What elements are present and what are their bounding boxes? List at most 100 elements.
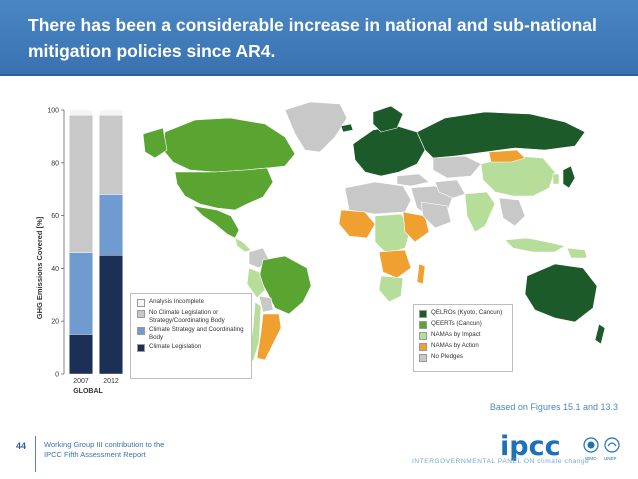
legend-label: NAMAs by Action [431, 342, 479, 349]
map-iran [434, 179, 466, 199]
legend-item-climate-strategy: Climate Strategy and Coordinating Body [137, 326, 247, 341]
map-south-central-africa [378, 249, 412, 279]
y-tick-label: 20 [51, 319, 59, 326]
map-central-america [234, 237, 252, 253]
bar-segment [69, 334, 93, 375]
legend-swatch [419, 310, 427, 318]
map-scandinavia [372, 105, 404, 133]
bar-chart-legend: Analysis Incomplete No Climate Legislati… [130, 293, 252, 379]
map-europe [352, 125, 426, 177]
bar-segment [69, 115, 93, 253]
map-usa [174, 167, 274, 211]
unep-label: UNEP [604, 456, 617, 461]
title-band: There has been a considerable increase i… [0, 0, 638, 76]
map-mexico [192, 205, 240, 239]
legend-label: No Climate Legislation or Strategy/Coord… [149, 309, 225, 324]
map-argentina [256, 313, 282, 361]
legend-swatch [419, 343, 427, 351]
x-tick-label: 2007 [73, 378, 89, 385]
map-chile [248, 301, 262, 363]
legend-swatch [419, 354, 427, 362]
map-west-africa [338, 209, 376, 239]
source-note: Based on Figures 15.1 and 13.3 [489, 402, 618, 412]
x-axis-label: GLOBAL [73, 388, 103, 395]
slide-title: There has been a considerable increase i… [28, 15, 597, 61]
y-tick-label: 40 [51, 266, 59, 273]
bars [69, 109, 123, 375]
wmo-label: WMO [585, 456, 597, 461]
legend-label: No Pledges [431, 353, 463, 360]
legend-swatch [137, 310, 145, 318]
legend-item-no-climate-legislation: No Climate Legislation or Strategy/Coord… [137, 309, 247, 324]
map-papua [566, 247, 588, 259]
page-number: 44 [16, 441, 27, 451]
map-turkey [396, 173, 430, 187]
map-alaska [142, 127, 168, 159]
bar-segment [99, 115, 123, 195]
legend-label: QELROs (Kyoto, Cancun) [431, 309, 503, 316]
legend-item-qeerts: QEERTs (Cancun) [419, 320, 508, 329]
map-india [464, 191, 496, 233]
legend-label: Analysis Incomplete [149, 298, 205, 305]
map-central-africa [374, 213, 412, 255]
map-east-africa [402, 211, 430, 243]
ipcc-tagline: INTERGOVERNMENTAL PANEL ON climate chang… [412, 458, 590, 465]
map-japan [562, 165, 576, 189]
map-bolivia [258, 295, 274, 313]
map-madagascar [416, 263, 426, 285]
legend-label: Climate Legislation [149, 343, 202, 351]
legend-label: NAMAs by Impact [431, 331, 481, 338]
map-greenland [284, 101, 348, 153]
map-legend: QELROs (Kyoto, Cancun) QEERTs (Cancun) N… [413, 304, 513, 372]
legend-item-namas-impact: NAMAs by Impact [419, 331, 508, 340]
world-map [142, 101, 606, 363]
y-ticks: 0 20 40 60 80 100 [47, 108, 64, 379]
y-tick-label: 60 [51, 213, 59, 220]
map-south-africa [378, 275, 404, 303]
ghg-bar-chart: GHG Emissions Covered [%] 0 20 40 60 80 100 2… [35, 108, 123, 395]
map-china [480, 155, 556, 197]
x-ticks: 2007 2012 [73, 378, 119, 385]
legend-swatch [419, 321, 427, 329]
bar-segment [99, 194, 123, 256]
legend-swatch [419, 332, 427, 340]
map-arabia [420, 201, 452, 229]
legend-swatch [137, 299, 145, 307]
x-tick-label: 2012 [103, 378, 119, 385]
bar-segment [99, 109, 123, 116]
bar-segment [99, 254, 123, 375]
legend-label: QEERTs (Cancun) [431, 320, 482, 327]
footer-text: Working Group III contribution to the IP… [44, 440, 244, 460]
map-southeast-asia [498, 197, 526, 227]
footer-line-1: Working Group III contribution to the [44, 440, 165, 449]
map-kazakhstan [432, 155, 482, 179]
footer-divider [35, 436, 36, 472]
map-peru [246, 267, 266, 299]
bar-segment [69, 109, 93, 116]
y-tick-label: 80 [51, 160, 59, 167]
legend-item-no-pledges: No Pledges [419, 353, 508, 362]
map-indonesia [504, 237, 566, 253]
unep-emblem-icon [604, 437, 620, 453]
y-tick-label: 100 [47, 108, 59, 115]
map-canada [162, 117, 296, 173]
legend-swatch [137, 344, 145, 353]
map-mongolia [488, 149, 526, 163]
ipcc-logo: ipcc [500, 431, 561, 462]
y-tick-label: 0 [55, 372, 59, 379]
legend-item-climate-legislation: Climate Legislation [137, 343, 247, 353]
y-axis-label: GHG Emissions Covered [%] [35, 216, 44, 319]
legend-item-qelros: QELROs (Kyoto, Cancun) [419, 309, 508, 318]
map-north-africa [344, 181, 412, 215]
footer-line-2: IPCC Fifth Assessment Report [44, 450, 146, 459]
legend-item-analysis-incomplete: Analysis Incomplete [137, 298, 247, 307]
map-new-zealand [594, 323, 606, 345]
map-korea [552, 173, 560, 185]
wmo-emblem-icon [583, 437, 599, 453]
map-iceland [340, 123, 354, 133]
legend-item-namas-action: NAMAs by Action [419, 342, 508, 351]
legend-label: Climate Strategy and Coordinating Body [149, 326, 244, 341]
bar-segment [69, 252, 93, 335]
legend-swatch [137, 327, 145, 336]
map-australia [524, 263, 598, 323]
